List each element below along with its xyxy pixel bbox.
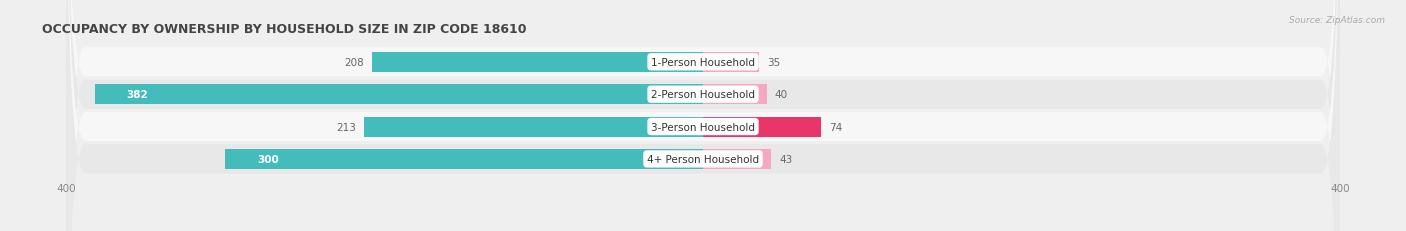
Bar xyxy=(703,85,766,105)
Text: Source: ZipAtlas.com: Source: ZipAtlas.com xyxy=(1289,16,1385,25)
Text: 2-Person Household: 2-Person Household xyxy=(651,90,755,100)
Bar xyxy=(225,149,703,169)
Text: 43: 43 xyxy=(779,154,793,164)
Bar xyxy=(364,117,703,137)
FancyBboxPatch shape xyxy=(66,0,1340,231)
Bar xyxy=(703,117,821,137)
Text: 1-Person Household: 1-Person Household xyxy=(651,58,755,67)
FancyBboxPatch shape xyxy=(66,0,1340,231)
Bar xyxy=(371,52,703,73)
Bar xyxy=(703,52,759,73)
Text: 382: 382 xyxy=(127,90,148,100)
Text: 208: 208 xyxy=(344,58,364,67)
Text: 4+ Person Household: 4+ Person Household xyxy=(647,154,759,164)
Text: OCCUPANCY BY OWNERSHIP BY HOUSEHOLD SIZE IN ZIP CODE 18610: OCCUPANCY BY OWNERSHIP BY HOUSEHOLD SIZE… xyxy=(42,23,527,36)
Text: 74: 74 xyxy=(828,122,842,132)
FancyBboxPatch shape xyxy=(66,0,1340,231)
Text: 35: 35 xyxy=(766,58,780,67)
Text: 213: 213 xyxy=(336,122,356,132)
Text: 40: 40 xyxy=(775,90,787,100)
Bar xyxy=(703,149,772,169)
FancyBboxPatch shape xyxy=(66,0,1340,231)
Bar xyxy=(94,85,703,105)
Text: 3-Person Household: 3-Person Household xyxy=(651,122,755,132)
Text: 300: 300 xyxy=(257,154,278,164)
